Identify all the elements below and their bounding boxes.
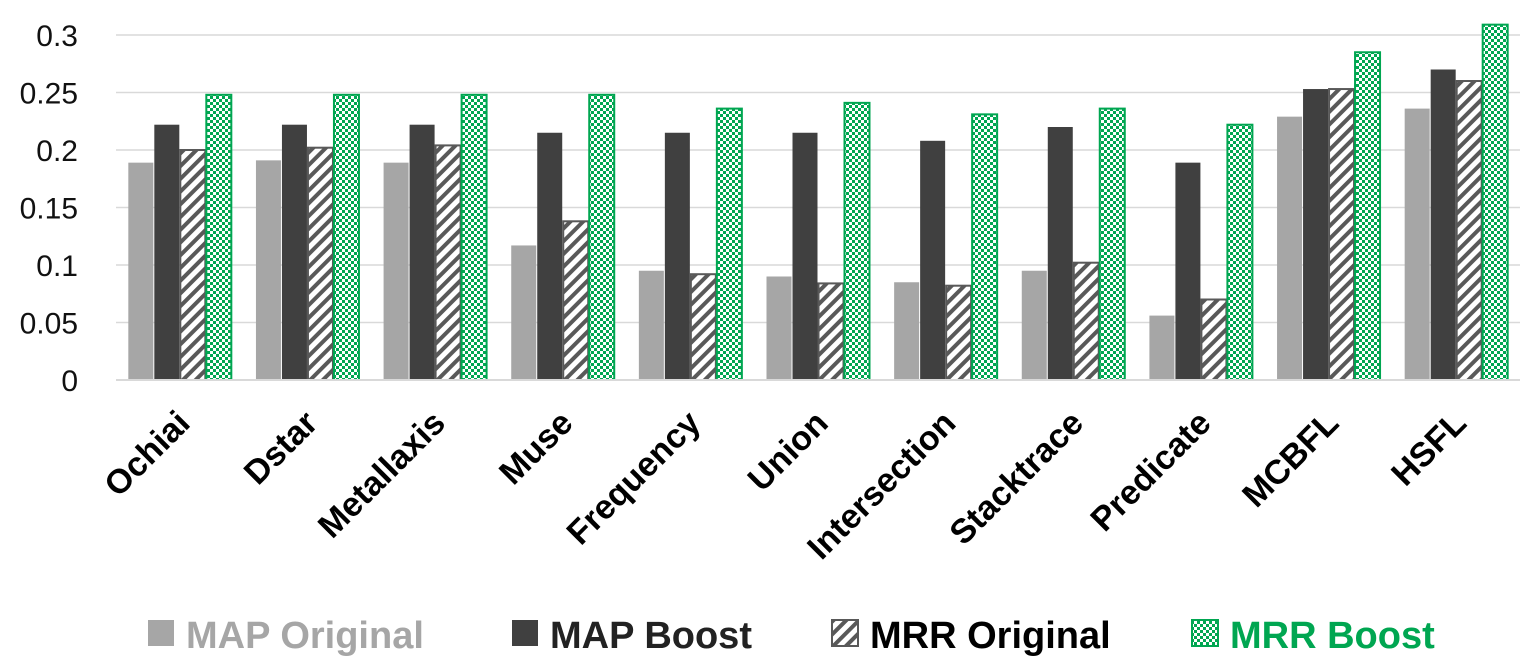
bar-mrr-boost: [971, 113, 999, 381]
y-tick-label: 0.15: [20, 193, 78, 226]
y-tick-label: 0.3: [36, 20, 78, 53]
bar-mrr-original: [817, 282, 845, 381]
bar-mrr-original: [1072, 261, 1100, 382]
bar-map-boost: [920, 140, 946, 380]
bar-mrr-boost: [1098, 107, 1126, 381]
legend-swatch: [512, 620, 538, 646]
y-tick-label: 0.05: [20, 308, 78, 341]
legend-swatch: [1191, 619, 1219, 647]
bar-map-boost: [1047, 127, 1073, 380]
bar-map-original: [1149, 315, 1175, 380]
legend-swatch: [148, 620, 174, 646]
category-label: MCBFL: [1235, 404, 1346, 515]
category-label: Muse: [492, 404, 580, 492]
bar-mrr-original: [434, 144, 462, 381]
bar-mrr-boost: [588, 93, 616, 382]
bar-map-boost: [409, 124, 435, 380]
legend-label: MRR Original: [870, 615, 1111, 657]
bar-map-boost: [281, 124, 307, 380]
bar-map-boost: [537, 132, 563, 380]
bar-mrr-original: [945, 284, 973, 382]
bar-map-original: [766, 276, 792, 380]
bar-map-boost: [154, 124, 180, 380]
category-label: HSFL: [1384, 404, 1474, 494]
y-axis-tick-labels: 0 0.05 0.1 0.15 0.2 0.25 0.3: [20, 20, 78, 398]
bar-map-original: [383, 162, 409, 380]
bar-mrr-original: [306, 146, 334, 381]
bar-mrr-boost: [332, 93, 360, 382]
bar-mrr-original: [1455, 80, 1483, 381]
y-tick-label: 0.2: [36, 135, 78, 168]
bar-mrr-boost: [460, 93, 488, 382]
bar-mrr-boost: [205, 93, 233, 382]
bar-map-boost: [664, 132, 690, 380]
legend: MAP Original MAP Boost MRR Original MRR Boo…: [148, 615, 1435, 657]
y-tick-label: 0.25: [20, 78, 78, 111]
category-label: Union: [741, 404, 836, 499]
bar-mrr-original: [562, 220, 590, 381]
bar-mrr-original: [179, 149, 207, 381]
bar-mrr-boost: [1226, 123, 1254, 381]
bar-map-original: [1021, 270, 1047, 380]
bar-map-boost: [792, 132, 818, 380]
bars: [128, 23, 1509, 382]
legend-label: MAP Boost: [550, 615, 752, 657]
bar-map-original: [894, 282, 920, 380]
legend-label: MAP Original: [186, 615, 424, 657]
bar-mrr-original: [689, 273, 717, 382]
y-tick-label: 0.1: [36, 250, 78, 283]
bar-map-original: [1277, 116, 1303, 381]
category-label: Metallaxis: [311, 404, 453, 546]
bar-map-original: [1404, 108, 1430, 380]
bar-mrr-boost: [843, 101, 871, 381]
bar-mrr-original: [1328, 88, 1356, 382]
bar-mrr-boost: [1354, 51, 1382, 381]
bar-mrr-boost: [1481, 23, 1509, 382]
category-label: Stacktrace: [942, 404, 1091, 553]
category-label: Ochiai: [97, 404, 197, 504]
category-label: Frequency: [560, 404, 709, 553]
bar-mrr-original: [1200, 298, 1228, 381]
category-label: Predicate: [1083, 404, 1218, 539]
bar-map-original: [128, 162, 154, 380]
bar-mrr-boost: [715, 107, 743, 381]
category-label: Dstar: [237, 404, 325, 492]
y-tick-label: 0: [61, 365, 78, 398]
bar-map-original: [638, 270, 664, 380]
bar-map-original: [255, 160, 281, 380]
bar-map-boost: [1175, 162, 1201, 380]
legend-label: MRR Boost: [1230, 615, 1435, 657]
bar-map-original: [511, 245, 537, 380]
bar-map-boost: [1303, 89, 1329, 381]
legend-swatch: [831, 619, 859, 647]
bar-map-boost: [1430, 69, 1456, 380]
